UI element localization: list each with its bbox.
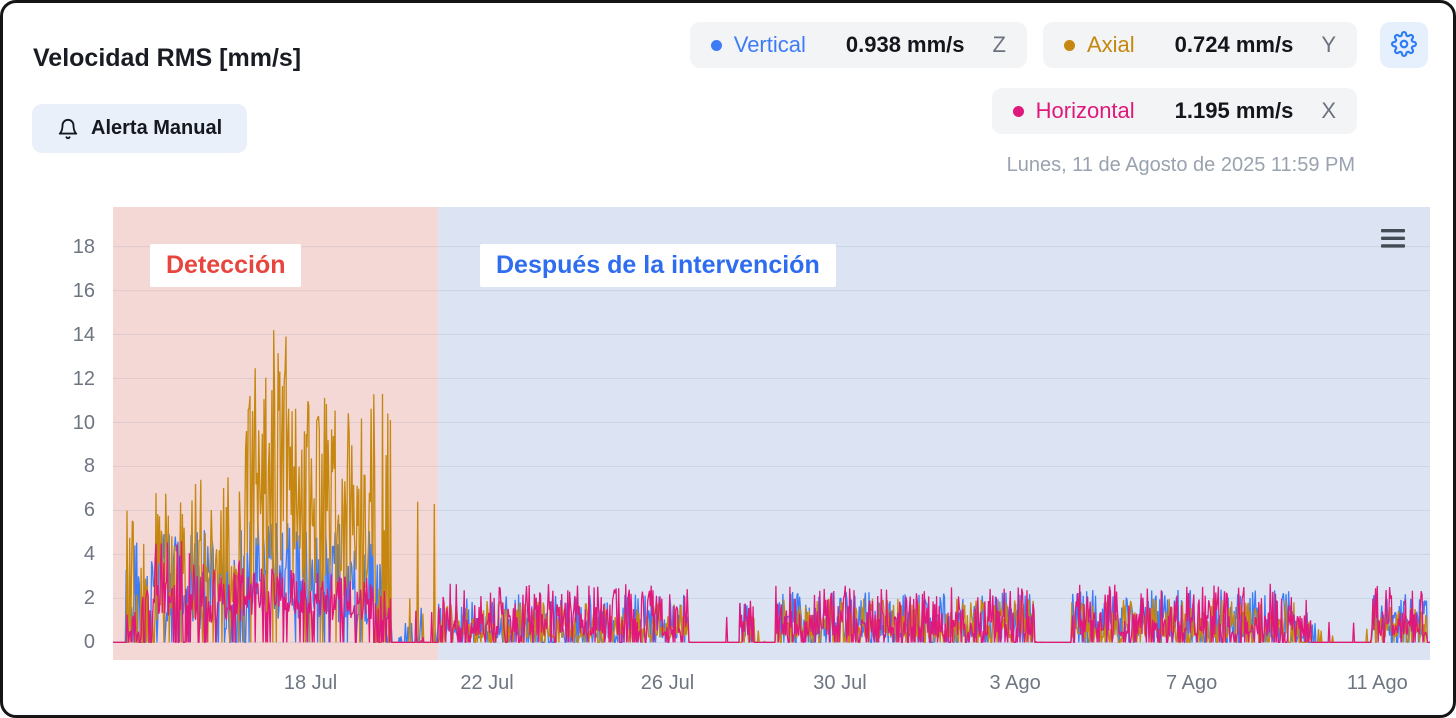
chart-menu-button[interactable] <box>1378 227 1408 253</box>
legend-row-2: Horizontal 1.195 mm/s X <box>991 88 1357 134</box>
page-title: Velocidad RMS [mm/s] <box>33 44 302 72</box>
x-tick-label: 11 Ago <box>1346 672 1408 694</box>
legend-row-1: Vertical 0.938 mm/s Z Axial 0.724 mm/s Y <box>689 22 1357 68</box>
y-tick-label: 10 <box>72 411 95 434</box>
x-tick-label: 26 Jul <box>640 672 695 694</box>
legend-badge-axial[interactable]: Axial 0.724 mm/s Y <box>1042 22 1357 68</box>
legend: Vertical 0.938 mm/s Z Axial 0.724 mm/s Y… <box>689 22 1357 177</box>
y-tick-label: 18 <box>72 235 95 258</box>
y-tick-label: 2 <box>83 587 95 610</box>
bell-icon <box>57 118 79 140</box>
legend-name: Horizontal <box>1035 98 1135 123</box>
legend-badge-vertical[interactable]: Vertical 0.938 mm/s Z <box>689 22 1027 68</box>
manual-alert-label: Alerta Manual <box>91 117 223 139</box>
y-tick-label: 6 <box>83 499 95 522</box>
y-tick-label: 4 <box>83 543 95 566</box>
detection-region-label: Detección <box>150 244 302 287</box>
header-right: Vertical 0.938 mm/s Z Axial 0.724 mm/s Y… <box>689 22 1428 177</box>
plot-area[interactable]: Detección Después de la intervención <box>113 207 1430 660</box>
legend-axis: X <box>1321 98 1336 123</box>
x-tick-label: 7 Ago <box>1166 672 1218 694</box>
y-tick-label: 0 <box>83 631 95 654</box>
legend-badge-horizontal[interactable]: Horizontal 1.195 mm/s X <box>991 88 1357 134</box>
settings-button[interactable] <box>1380 22 1428 68</box>
after-intervention-region-label: Después de la intervención <box>480 244 836 287</box>
legend-axis: Y <box>1321 32 1336 57</box>
legend-value: 1.195 mm/s <box>1174 98 1294 123</box>
x-tick-label: 30 Jul <box>813 672 867 694</box>
y-tick-label: 14 <box>72 323 95 346</box>
x-tick-label: 22 Jul <box>460 672 514 694</box>
axial-series-dot <box>1063 39 1075 51</box>
timestamp-label: Lunes, 11 de Agosto de 2025 11:59 PM <box>1006 154 1355 176</box>
x-tick-label: 18 Jul <box>283 672 338 694</box>
series-horizontal <box>113 541 1430 644</box>
y-tick-label: 16 <box>72 279 95 302</box>
horizontal-series-dot <box>1012 105 1024 117</box>
legend-name: Axial <box>1086 32 1135 57</box>
manual-alert-button[interactable]: Alerta Manual <box>32 104 248 153</box>
x-axis-labels: 18 Jul 22 Jul 26 Jul 30 Jul 3 Ago 7 Ago 11 Ago <box>113 669 1430 699</box>
vertical-series-dot <box>710 39 722 51</box>
hamburger-menu-icon <box>1381 229 1405 251</box>
y-axis-labels: 0 2 4 6 8 10 12 14 16 18 <box>0 207 95 660</box>
legend-value: 0.724 mm/s <box>1174 32 1294 57</box>
y-tick-label: 12 <box>72 367 95 390</box>
legend-name: Vertical <box>733 32 806 57</box>
legend-axis: Z <box>992 32 1006 57</box>
gear-icon <box>1391 30 1417 60</box>
y-tick-label: 8 <box>83 455 95 478</box>
legend-value: 0.938 mm/s <box>845 32 965 57</box>
x-tick-label: 3 Ago <box>989 672 1041 694</box>
